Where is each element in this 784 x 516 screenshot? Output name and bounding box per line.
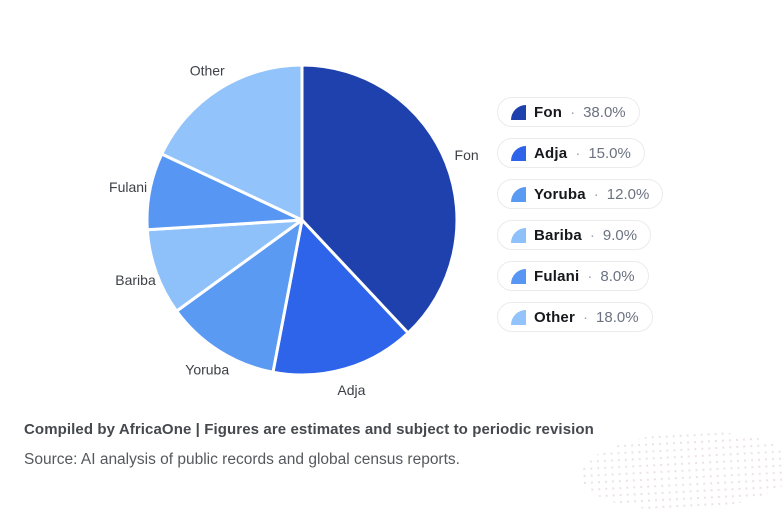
legend-value: 8.0% — [600, 267, 635, 285]
legend-separator: · — [593, 185, 599, 203]
legend-value: 38.0% — [583, 103, 626, 121]
pie-slice-icon — [511, 187, 526, 202]
legend-label: Bariba — [534, 226, 582, 244]
legend-item-bariba[interactable]: Bariba · 9.0% — [497, 220, 652, 250]
legend-value: 9.0% — [602, 226, 638, 244]
slice-label-yoruba: Yoruba — [185, 361, 229, 377]
chart-canvas: Fon Adja Yoruba Bariba Fulani Other Fon · 38.… — [24, 62, 784, 516]
legend-value: 15.0% — [588, 144, 631, 162]
pie-slice-icon — [511, 310, 526, 325]
legend-item-fulani[interactable]: Fulani · 8.0% — [497, 261, 649, 291]
slice-label-other: Other — [190, 63, 225, 79]
pie-slice-icon — [511, 269, 526, 284]
legend-item-yoruba[interactable]: Yoruba · 12.0% — [497, 179, 664, 209]
legend-separator: · — [583, 308, 589, 326]
slice-label-adja: Adja — [337, 382, 365, 398]
legend-separator: · — [575, 144, 581, 162]
legend-label: Fulani — [534, 267, 580, 285]
legend-value: 18.0% — [596, 308, 639, 326]
ethnic-groups-pie-chart: Fon Adja Yoruba Bariba Fulani Other — [109, 63, 479, 398]
slice-label-fulani: Fulani — [109, 179, 147, 195]
pie-slice-fon[interactable] — [300, 63, 459, 335]
slice-label-fon: Fon — [455, 147, 479, 163]
legend-item-adja[interactable]: Adja · 15.0% — [497, 138, 645, 168]
legend-separator: · — [589, 226, 595, 244]
legend-label: Fon — [534, 103, 563, 121]
legend-label: Yoruba — [534, 185, 586, 203]
legend-separator: · — [587, 267, 593, 285]
legend-label: Other — [534, 308, 576, 326]
pie-slice-icon — [511, 146, 526, 161]
legend-label: Adja — [534, 144, 568, 162]
pie-slice-adja[interactable] — [271, 218, 410, 377]
footer: Compiled by AfricaOne | Figures are esti… — [24, 421, 764, 469]
pie-slice-icon — [511, 228, 526, 243]
pie-slice-other[interactable] — [160, 63, 304, 222]
legend-item-other[interactable]: Other · 18.0% — [497, 302, 653, 332]
pie-slice-icon — [511, 105, 526, 120]
legend: Fon · 38.0% Adja · 15.0% Yoruba · 12.0% … — [497, 97, 664, 332]
slice-label-bariba: Bariba — [115, 272, 156, 288]
pie-slice-yoruba[interactable] — [175, 218, 304, 374]
pie-slice-bariba[interactable] — [145, 218, 304, 313]
legend-separator: · — [570, 103, 576, 121]
legend-value: 12.0% — [606, 185, 650, 203]
source-text: Source: AI analysis of public records an… — [24, 451, 460, 468]
attribution-text: Compiled by AfricaOne | Figures are esti… — [24, 421, 594, 438]
legend-item-fon[interactable]: Fon · 38.0% — [497, 97, 640, 127]
